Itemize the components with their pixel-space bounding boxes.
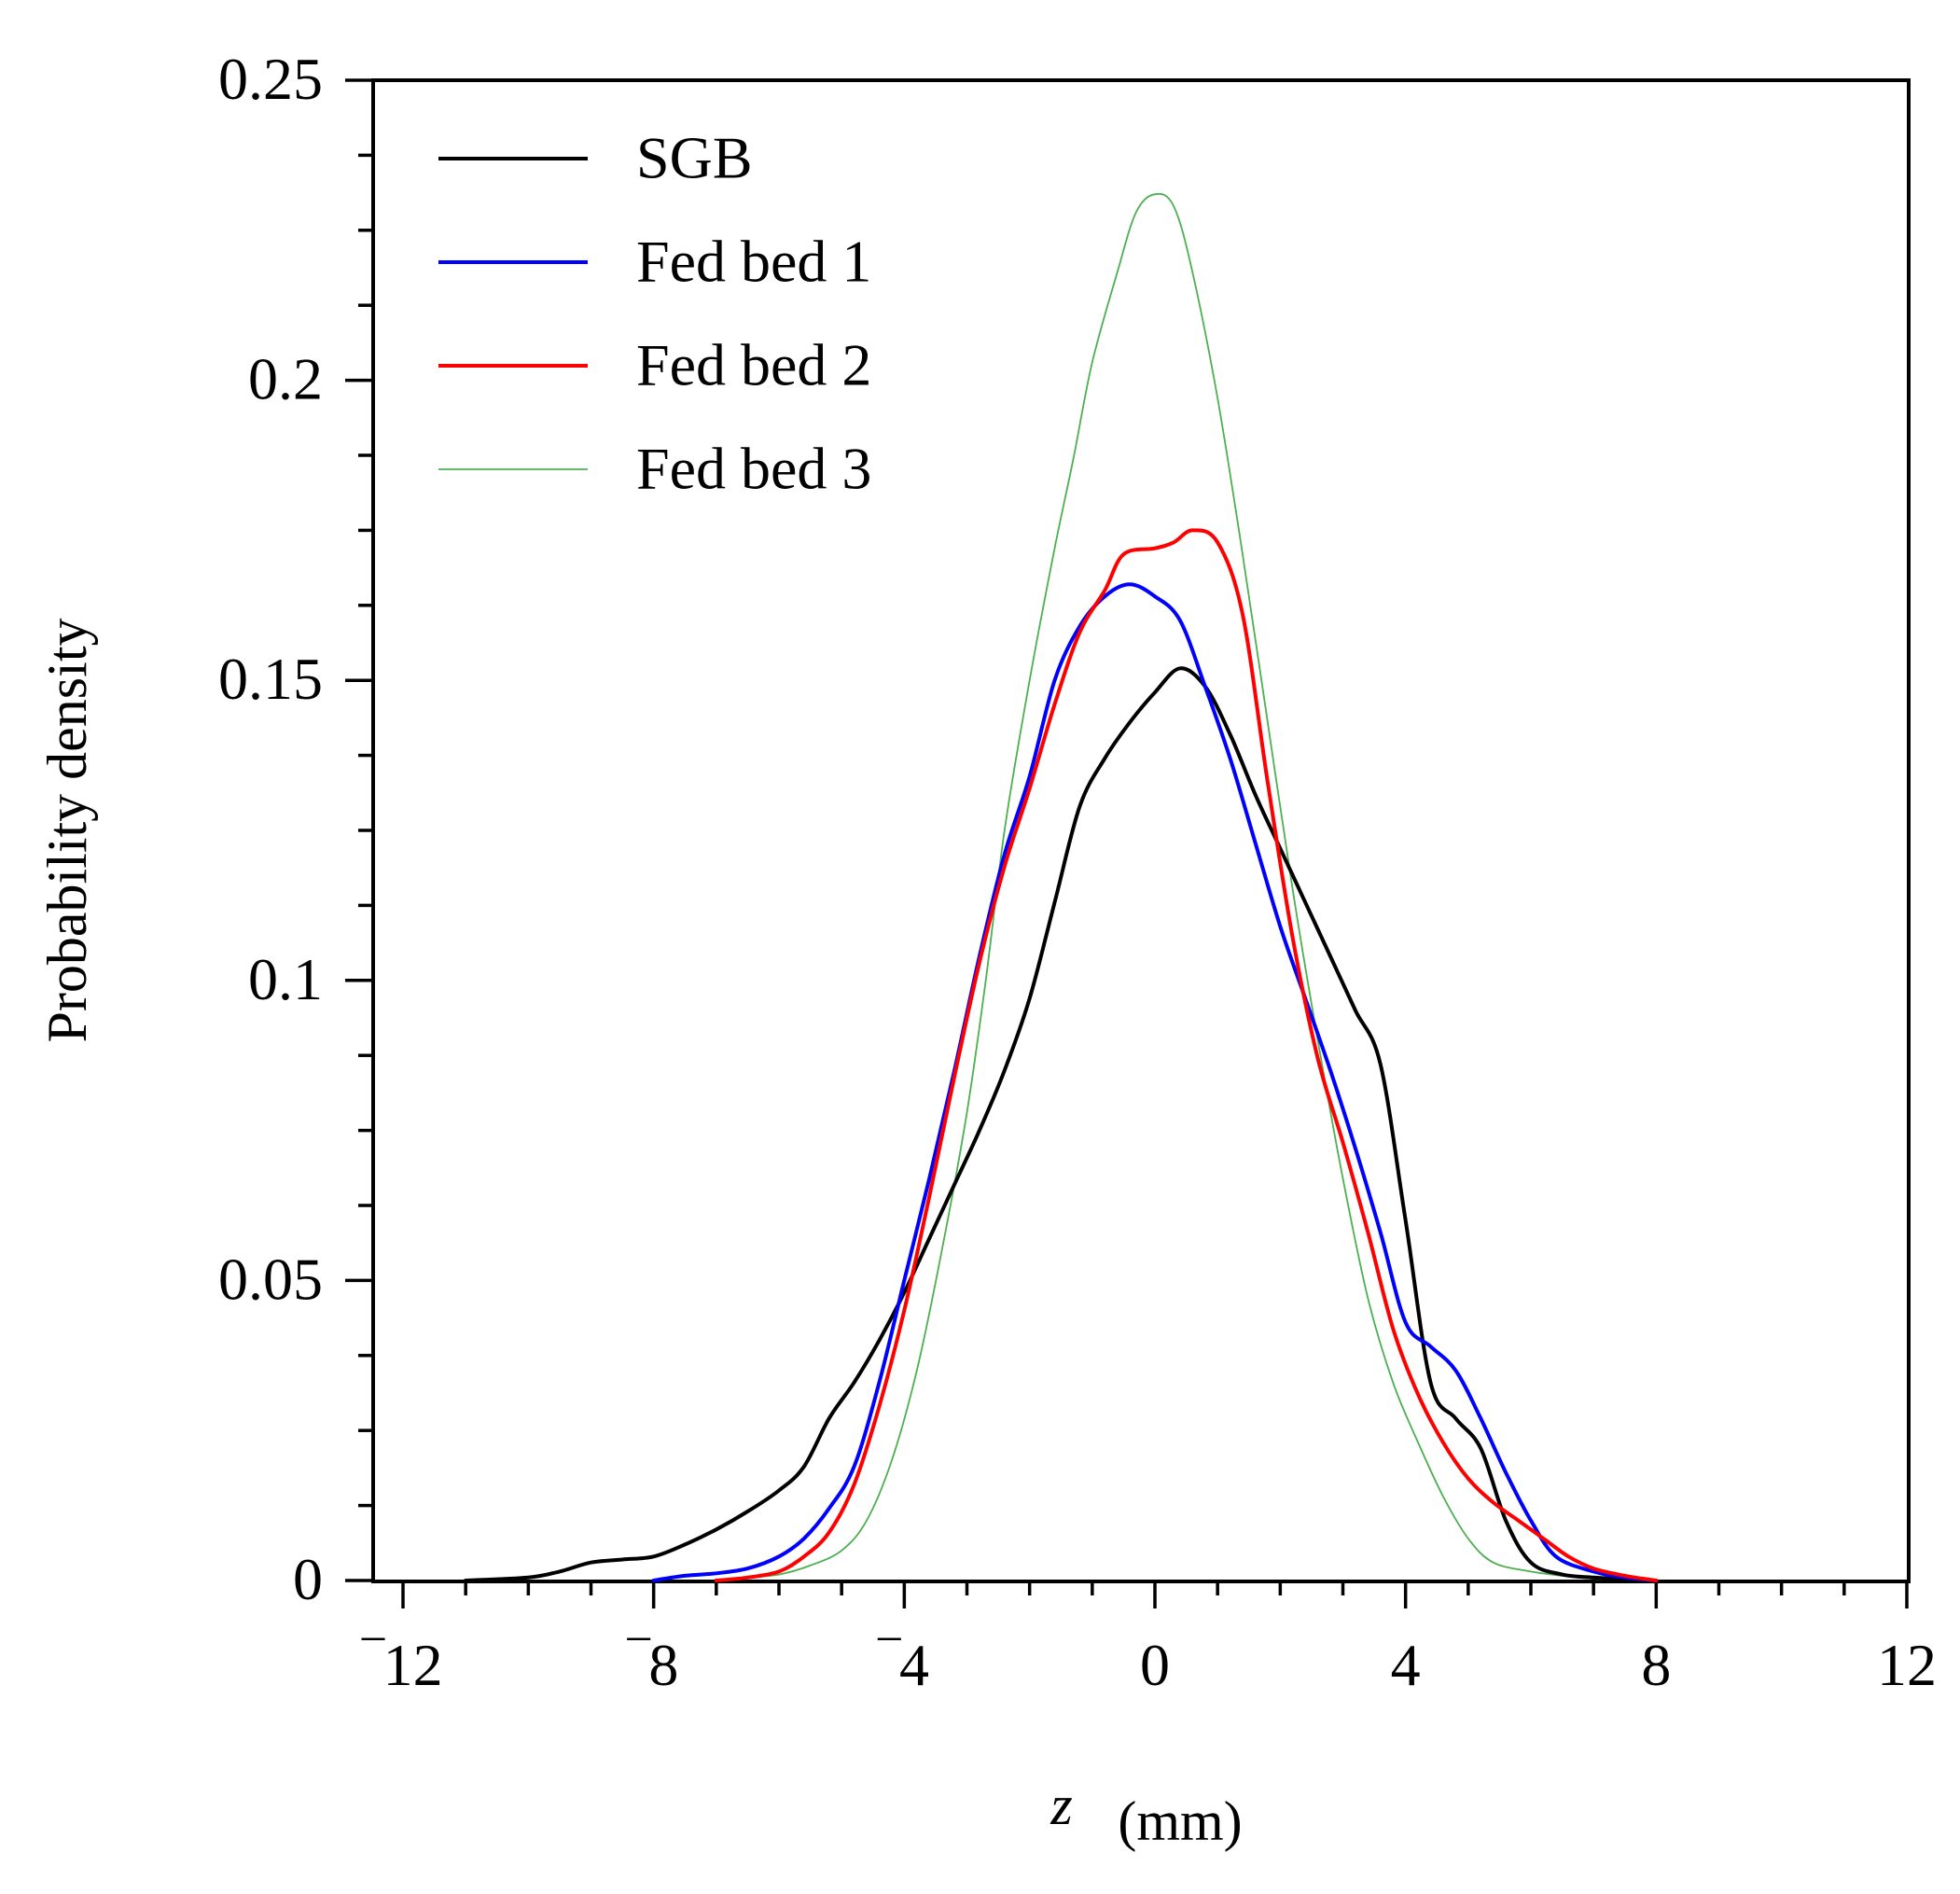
y-tick-label: 0: [293, 1546, 323, 1612]
y-tick-label: 0.05: [218, 1246, 323, 1312]
x-tick-label: 4: [1391, 1632, 1421, 1698]
y-tick-label: 0.2: [248, 346, 323, 412]
x-axis-unit: (mm): [1118, 1790, 1242, 1852]
x-axis-label: z (mm): [1050, 1775, 1242, 1852]
y-tick-label: 0.1: [248, 946, 323, 1012]
x-tick-label: ‾12: [361, 1632, 442, 1698]
x-axis-variable: z: [1050, 1775, 1072, 1836]
tick-labels-layer: ‾12 ‾8 ‾4 0 4 8 12 0 0.05 0.1 0.15 0.2 0.25: [218, 46, 1937, 1698]
series-line-fed-bed-1: [651, 582, 1659, 1582]
y-tick-label: 0.15: [218, 646, 323, 712]
legend-label-fed-bed-1: Fed bed 1: [636, 229, 871, 295]
series-line-fed-bed-2: [714, 528, 1659, 1582]
x-tick-label: ‾4: [878, 1632, 929, 1698]
x-tick-label: 8: [1641, 1632, 1671, 1698]
legend-label-sgb: SGB: [636, 125, 753, 191]
ticks-layer: [345, 78, 1909, 1609]
series-line-fed-bed-3: [715, 192, 1658, 1581]
y-axis-label: Probability density: [36, 619, 98, 1043]
x-tick-label: 12: [1877, 1632, 1937, 1698]
legend: SGB Fed bed 1 Fed bed 2 Fed bed 3: [438, 125, 871, 502]
series-line-sgb: [464, 666, 1659, 1582]
x-tick-label: 0: [1140, 1632, 1170, 1698]
y-tick-label: 0.25: [218, 46, 323, 112]
legend-label-fed-bed-3: Fed bed 3: [636, 436, 871, 502]
legend-label-fed-bed-2: Fed bed 2: [636, 332, 871, 398]
x-tick-label: ‾8: [627, 1632, 678, 1698]
series-layer: [464, 192, 1659, 1582]
